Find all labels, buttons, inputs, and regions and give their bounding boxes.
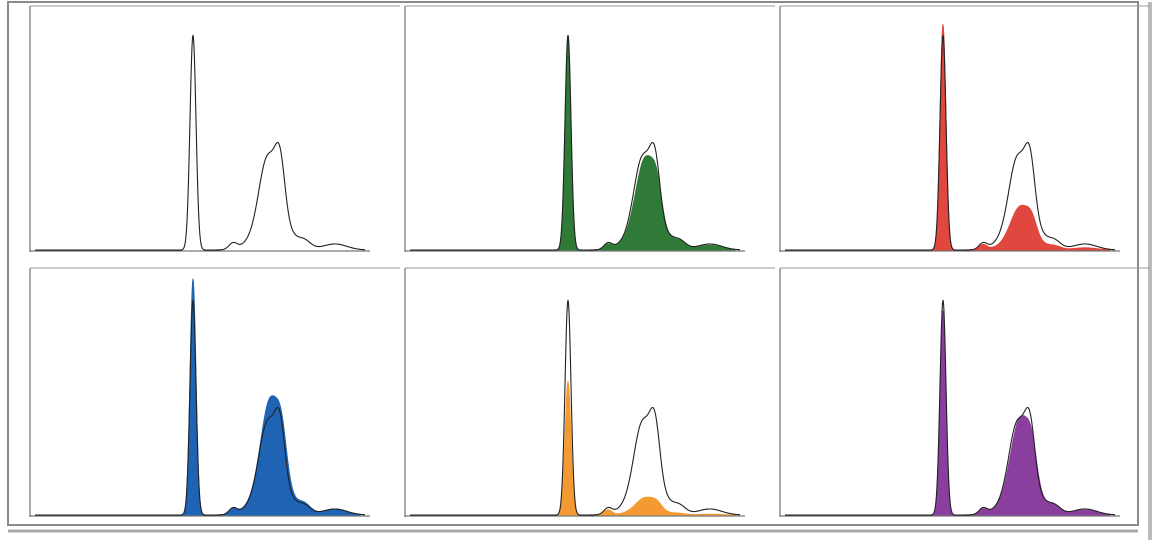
reference-trace [785, 299, 1115, 516]
reference-trace [35, 34, 365, 251]
reference-trace [35, 299, 365, 516]
outer-frame [7, 1, 1139, 526]
reference-trace [785, 34, 1115, 251]
reference-trace [410, 34, 740, 251]
reference-trace [410, 299, 740, 516]
